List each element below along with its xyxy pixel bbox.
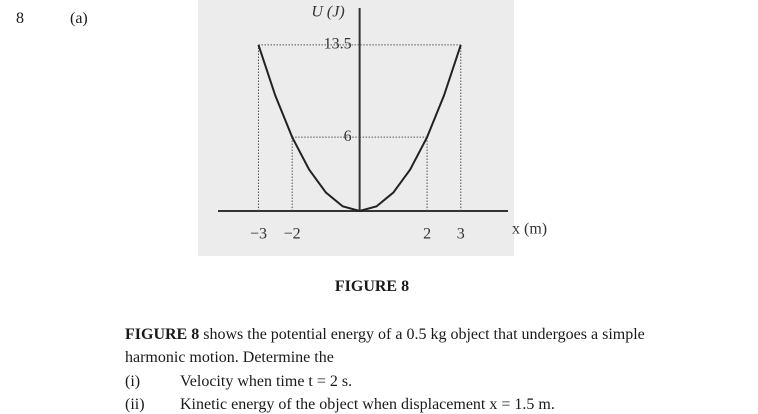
item-label: (ii)	[125, 396, 145, 413]
y-tick-label: 6	[344, 128, 352, 145]
y-tick-label: 13.5	[324, 36, 352, 53]
x-tick-label: 2	[423, 226, 431, 243]
paragraph-line: harmonic motion. Determine the	[125, 349, 334, 366]
chart: U (J) x (m) 6 13.5 −3 −2 2 3	[198, 0, 547, 256]
paragraph-lead: FIGURE 8	[125, 326, 200, 343]
curve	[257, 44, 462, 213]
part-label: (a)	[70, 10, 88, 27]
paragraph-text: shows the potential energy of a 0.5 kg o…	[199, 326, 645, 343]
x-axis-label: x (m)	[512, 221, 547, 238]
question-number: 8	[16, 10, 24, 27]
item-label: (i)	[125, 373, 141, 390]
x-tick-label: −3	[250, 226, 267, 243]
x-tick-label: 3	[457, 226, 465, 243]
x-tick-label: −2	[284, 226, 301, 243]
paragraph-line: FIGURE 8 shows the potential energy of a…	[125, 326, 645, 344]
y-axis-label: U (J)	[311, 4, 344, 21]
figure-background	[198, 0, 514, 256]
item-text: Kinetic energy of the object when displa…	[180, 396, 555, 413]
item-text: Velocity when time t = 2 s.	[180, 373, 353, 390]
figure-caption: FIGURE 8	[334, 278, 410, 295]
